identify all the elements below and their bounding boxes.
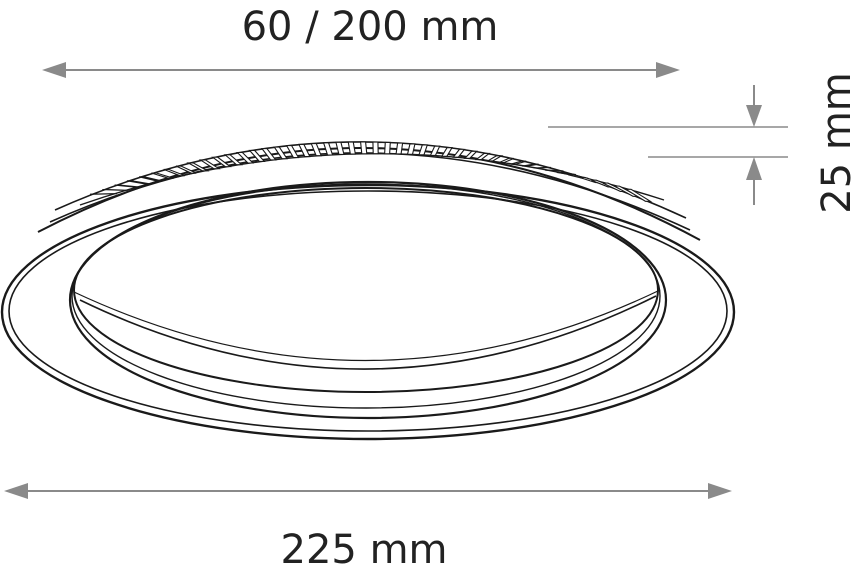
cooling-fin	[510, 160, 527, 165]
fin-band-bottom	[79, 153, 665, 206]
cooling-fin	[463, 150, 479, 159]
cooling-fin	[175, 165, 197, 174]
cooling-fin	[102, 188, 129, 191]
cooling-fin	[395, 142, 404, 155]
cooling-fin	[624, 188, 653, 202]
cooling-fin	[151, 172, 174, 179]
cooling-fin	[429, 145, 441, 157]
top-dimension: 60 / 200 mm	[42, 4, 680, 78]
cooling-fin	[522, 163, 539, 167]
bottom-dimension-arrow-right	[708, 483, 732, 499]
cooling-fin	[285, 145, 300, 159]
cooling-fin	[126, 180, 152, 185]
cooling-fin	[310, 142, 322, 157]
height-arrow-bottom	[746, 157, 762, 180]
cooling-fin	[474, 152, 491, 161]
inner-opening-lip	[73, 187, 659, 393]
downlight-panel	[0, 141, 736, 441]
cooling-fin	[236, 151, 255, 164]
height-dimension: 25 mm	[548, 72, 853, 214]
bottom-dimension-arrow-left	[4, 483, 28, 499]
cooling-fin	[556, 171, 576, 176]
cooling-fin	[198, 159, 221, 170]
cooling-fin	[298, 143, 311, 158]
top-dimension-arrow-left	[42, 62, 66, 78]
cooling-fin	[273, 146, 289, 160]
bottom-dimension-label: 225 mm	[281, 527, 448, 568]
cooling-fin	[322, 142, 334, 156]
cooling-fin	[440, 147, 454, 157]
cooling-fin	[335, 141, 345, 156]
cooling-fins	[90, 141, 653, 202]
cooling-fin	[347, 141, 357, 155]
cooling-fin	[90, 193, 118, 195]
cooling-fin	[186, 162, 210, 172]
top-dimension-arrow-right	[656, 62, 680, 78]
cooling-fin	[248, 149, 266, 162]
outer-flange-inner	[8, 190, 728, 432]
outer-flange-outer	[0, 183, 736, 441]
cooling-fin	[384, 141, 391, 155]
inner-rim-shadow	[79, 295, 657, 370]
cooling-fin	[114, 184, 140, 188]
cooling-fin	[260, 148, 277, 161]
cooling-fin	[372, 141, 379, 155]
cooling-fin	[499, 157, 515, 164]
cooling-fin	[545, 169, 564, 172]
inner-opening-outer	[68, 180, 668, 420]
cooling-fin	[138, 176, 163, 182]
cooling-fin	[452, 148, 466, 158]
diffuser-edge	[71, 183, 661, 409]
cooling-fin	[406, 143, 416, 155]
cooling-fin	[163, 168, 186, 177]
height-arrow-top	[746, 105, 762, 127]
top-dimension-label: 60 / 200 mm	[242, 4, 499, 50]
cooling-fin	[223, 154, 244, 166]
cooling-fin	[359, 141, 368, 155]
inner-rim-shadow-2	[73, 289, 661, 362]
bottom-dimension: 225 mm	[4, 483, 732, 568]
cooling-fin	[211, 156, 232, 168]
height-dimension-label: 25 mm	[814, 72, 853, 214]
cooling-fin	[485, 155, 504, 162]
cooling-fin	[533, 166, 552, 169]
cooling-fin	[418, 144, 429, 156]
